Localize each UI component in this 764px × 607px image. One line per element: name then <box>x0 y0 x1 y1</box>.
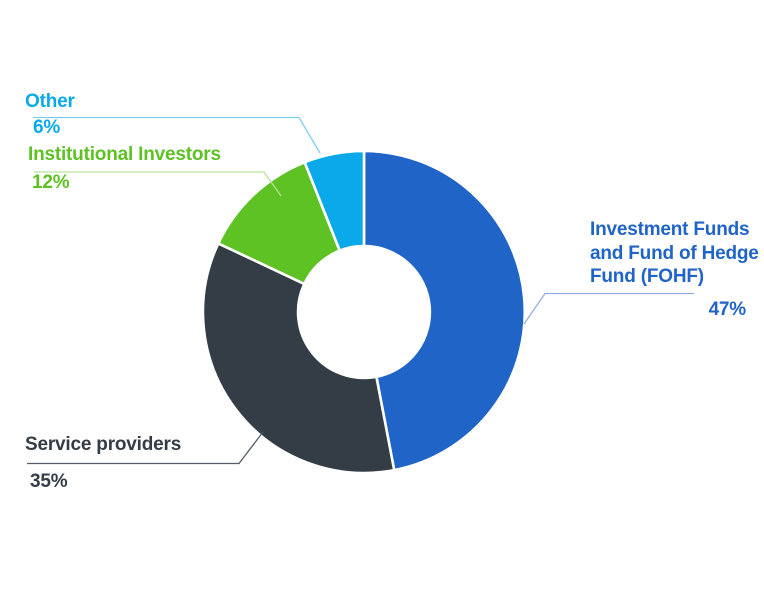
leader-line-institutional-investors <box>34 171 282 197</box>
leader-line-service-providers <box>27 431 264 465</box>
slice-value-other: 6% <box>33 117 61 138</box>
slice-value-service-providers: 35% <box>30 471 68 492</box>
leader-line-other <box>33 116 321 154</box>
leader-line-investment-funds-fohf <box>523 292 694 325</box>
slice-label-investment-funds-fohf: Investment Funds and Fund of Hedge Fund … <box>590 219 759 287</box>
slice-investment-funds-fohf <box>362 149 527 472</box>
slice-other <box>303 149 366 252</box>
slice-label-institutional-investors: Institutional Investors <box>28 144 221 165</box>
slice-value-investment-funds-fohf: 47% <box>708 299 747 320</box>
slice-label-other: Other <box>25 91 75 112</box>
slice-service-providers <box>201 242 396 475</box>
slice-value-institutional-investors: 12% <box>32 172 70 193</box>
slice-label-service-providers: Service providers <box>25 434 182 455</box>
